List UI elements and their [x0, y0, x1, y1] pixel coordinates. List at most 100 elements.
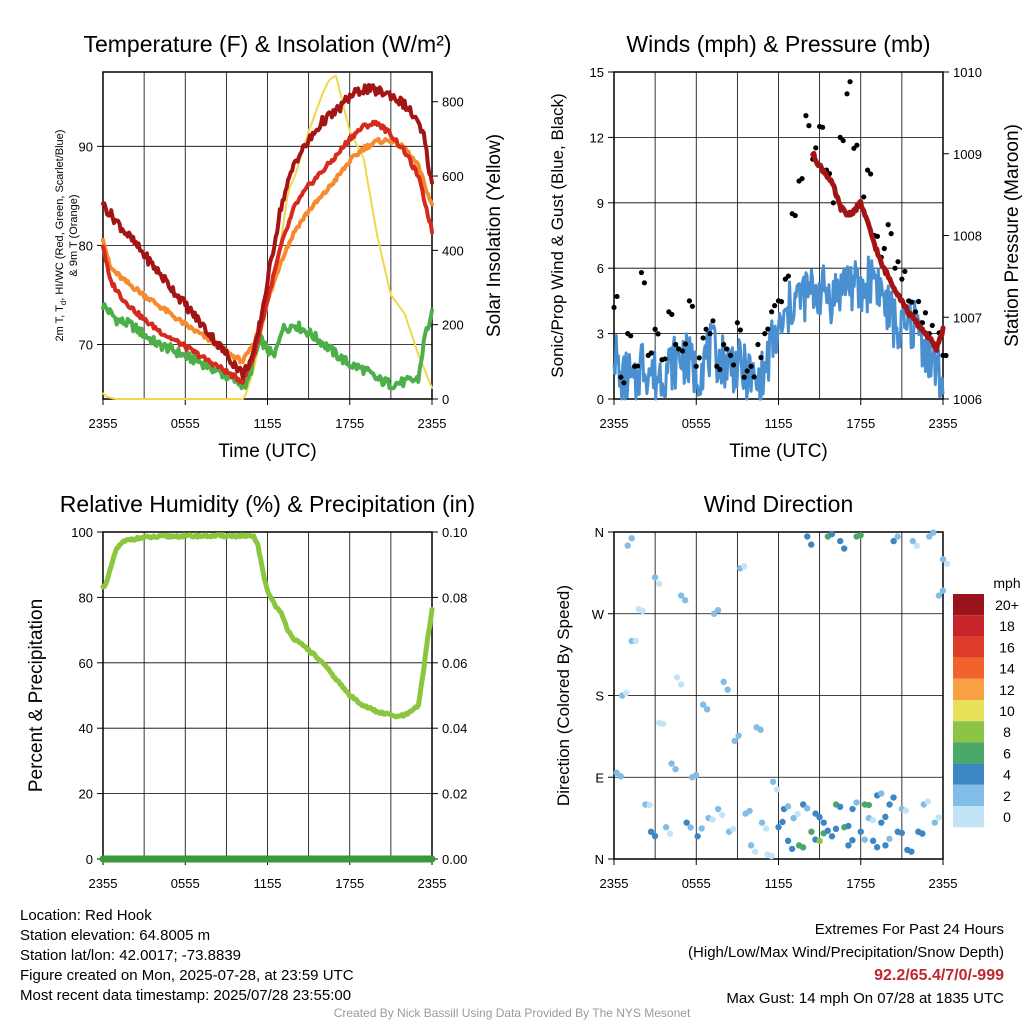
direction-point	[735, 732, 742, 739]
panel3-ytick-label: 0	[86, 852, 93, 867]
panel1-ytick-label: 90	[79, 139, 93, 154]
gust-point	[724, 346, 730, 352]
direction-point	[746, 807, 753, 815]
figure-created-text: Figure created on Mon, 2025-07-28, at 23…	[20, 967, 354, 984]
direction-point	[865, 801, 873, 809]
gust-point	[943, 352, 949, 359]
direction-point	[882, 842, 889, 849]
gust-point	[772, 303, 778, 309]
panel2-xtick-label: 0555	[682, 416, 711, 431]
gust-point	[682, 341, 689, 347]
direction-point	[828, 530, 836, 538]
gust-point	[902, 268, 908, 275]
gust-point	[655, 331, 661, 337]
panel2-xtick-label: 2355	[600, 416, 629, 431]
legend-label: 4	[1003, 767, 1011, 783]
direction-point	[683, 819, 690, 826]
panel1-xtick-label: 1155	[254, 416, 282, 431]
direction-point	[808, 541, 815, 548]
panel2-ytick-label: 3	[597, 327, 604, 342]
direction-point	[651, 574, 659, 581]
gust-point	[727, 352, 734, 358]
panel2-title: Winds (mph) & Pressure (mb)	[626, 31, 930, 57]
gust-point	[769, 309, 775, 315]
direction-point	[939, 587, 947, 594]
station-info: Location: Red Hook Station elevation: 64…	[20, 906, 354, 1006]
gust-point	[741, 374, 747, 380]
direction-point	[890, 537, 897, 545]
panel1-ytick-label: 70	[79, 338, 93, 353]
gust-point	[628, 333, 634, 339]
direction-point	[886, 801, 893, 808]
direction-point	[808, 828, 815, 835]
direction-point	[698, 825, 705, 832]
panel1-ytick-label: 80	[79, 238, 93, 253]
panel3-ytick-label: 20	[79, 787, 93, 802]
panel1-ytick-right-label: 600	[442, 169, 464, 184]
direction-point	[687, 824, 694, 831]
panel4-title: Wind Direction	[704, 491, 854, 517]
direction-point	[790, 814, 797, 822]
panel3-xtick-label: 0555	[171, 876, 200, 891]
legend-swatch	[953, 615, 984, 637]
gust-point	[737, 327, 743, 333]
legend-swatch	[953, 700, 984, 722]
gust-point	[703, 326, 709, 332]
panel3-ytick-label: 80	[79, 590, 93, 605]
gust-point	[751, 374, 757, 380]
gust-point	[874, 233, 881, 239]
panel3-title: Relative Humidity (%) & Precipitation (i…	[60, 491, 475, 517]
direction-point	[935, 814, 942, 821]
direction-point	[724, 686, 731, 693]
direction-point	[836, 537, 844, 545]
legend-label: 2	[1003, 788, 1011, 804]
panel1-ylabel-right: Solar Insolation (Yellow)	[484, 134, 505, 337]
panel1-xlabel: Time (UTC)	[218, 441, 317, 462]
elevation-text: Station elevation: 64.8005 m	[20, 927, 211, 944]
panel1-title: Temperature (F) & Insolation (W/m²)	[83, 31, 451, 57]
max-gust-text: Max Gust: 14 mph On 07/28 at 1835 UTC	[726, 990, 1004, 1007]
direction-point	[853, 799, 860, 806]
gust-point	[652, 326, 658, 332]
direction-point	[913, 542, 921, 550]
gust-point	[885, 222, 891, 228]
legend-label: 6	[1003, 745, 1011, 761]
direction-point	[758, 819, 766, 826]
panel2-ytick-right-label: 1008	[953, 229, 982, 244]
direction-point	[845, 842, 852, 849]
direction-point	[651, 832, 659, 840]
gust-point	[758, 354, 764, 361]
panel3-ytick-right-label: 0.02	[442, 787, 467, 802]
gust-point	[638, 269, 645, 276]
gust-point	[803, 113, 809, 119]
gust-point	[895, 259, 901, 265]
direction-point	[639, 607, 646, 615]
extremes-subtitle: (High/Low/Max Wind/Precipitation/Snow De…	[688, 944, 1004, 961]
gust-point	[840, 137, 846, 144]
direction-point	[632, 637, 640, 645]
panel4-xtick-label: 1755	[846, 876, 875, 891]
direction-point	[677, 592, 685, 599]
panel3-xtick-label: 1755	[335, 876, 364, 891]
panel3-ytick-label: 40	[79, 721, 93, 736]
extremes-title: Extremes For Past 24 Hours	[814, 921, 1004, 938]
legend-swatch	[953, 636, 984, 658]
direction-point	[623, 689, 630, 697]
panel4-ylabel-left: Direction (Colored By Speed)	[554, 585, 573, 806]
direction-point	[673, 674, 681, 681]
direction-point	[886, 835, 893, 843]
direction-point	[662, 824, 670, 831]
direction-point	[775, 824, 782, 831]
panel1-xtick-label: 2355	[418, 416, 447, 431]
legend-label: 0	[1003, 809, 1011, 825]
gust-point	[785, 273, 791, 279]
panel1-xtick-label: 1755	[335, 416, 364, 431]
direction-point	[740, 563, 748, 570]
direction-point	[878, 790, 885, 797]
direction-point	[729, 825, 737, 833]
legend-label: 18	[999, 618, 1015, 634]
panel2-ytick-right-label: 1009	[953, 147, 982, 162]
direction-point	[769, 778, 777, 785]
gust-point	[847, 79, 853, 85]
